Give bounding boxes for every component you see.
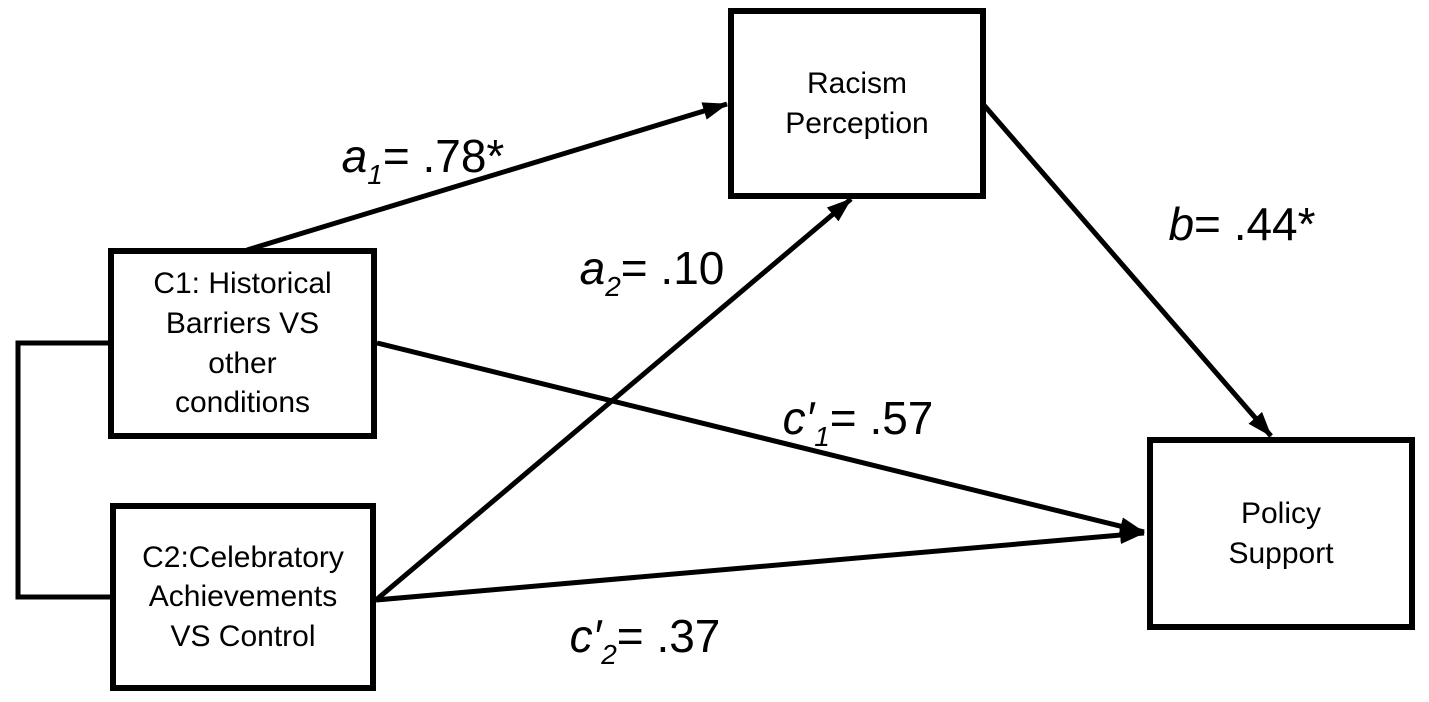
- arrow-b-racism-to-policy: [981, 102, 1273, 438]
- path-coefficient-b: b= .44*: [1168, 197, 1315, 251]
- path-a1-subscript: 1: [367, 159, 383, 190]
- path-c2prime-letter: c′: [569, 610, 602, 662]
- path-a2-value: = .10: [620, 242, 725, 294]
- node-c1-label: C1: Historical Barriers VS other conditi…: [153, 267, 332, 420]
- node-policy-support: Policy Support: [1147, 437, 1415, 630]
- path-b-letter: b: [1168, 198, 1195, 250]
- node-c1-historical-barriers: C1: Historical Barriers VS other conditi…: [108, 248, 377, 439]
- path-a1-letter: a: [341, 130, 368, 182]
- arrow-c2prime-c2-to-policy: [375, 526, 1145, 603]
- path-coefficient-a1: a1= .78*: [341, 129, 505, 189]
- path-c1prime-subscript: 1: [814, 421, 830, 452]
- node-c2-celebratory-achievements: C2:Celebratory Achievements VS Control: [110, 503, 376, 691]
- node-c2-label: C2:Celebratory Achievements VS Control: [142, 540, 344, 653]
- c1-c2-correlation-bracket: [15, 340, 110, 600]
- path-coefficient-a2: a2= .10: [579, 241, 725, 301]
- path-a2-letter: a: [579, 242, 606, 294]
- node-policy-support-label: Policy Support: [1228, 496, 1334, 570]
- path-b-value: = .44*: [1194, 198, 1316, 250]
- path-coefficient-c2-prime: c′2= .37: [569, 609, 721, 669]
- path-a2-subscript: 2: [605, 271, 621, 302]
- path-a1-value: = .78*: [382, 130, 505, 182]
- arrow-a1-c1-to-racism: [246, 101, 728, 253]
- node-racism-perception-label: Racism Perception: [785, 66, 929, 140]
- path-c2prime-value: = .37: [616, 610, 721, 662]
- path-c1prime-letter: c′: [782, 392, 815, 444]
- arrow-c1prime-c1-to-policy: [376, 340, 1145, 535]
- path-coefficient-c1-prime: c′1= .57: [782, 391, 934, 451]
- node-racism-perception: Racism Perception: [728, 8, 986, 199]
- path-c1prime-value: = .57: [829, 392, 934, 444]
- path-c2prime-subscript: 2: [601, 639, 617, 670]
